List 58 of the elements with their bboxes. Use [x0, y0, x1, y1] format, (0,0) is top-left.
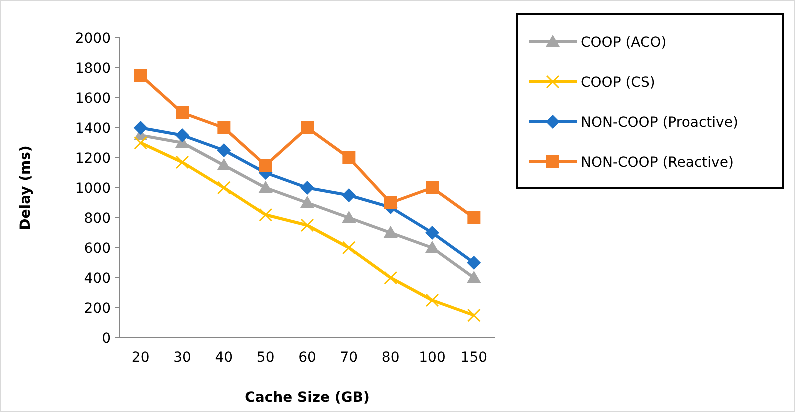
point: [217, 144, 232, 158]
x-tick-label: 20: [132, 350, 150, 366]
point: [426, 182, 439, 194]
y-tick-label: 200: [84, 300, 111, 317]
point: [426, 226, 440, 240]
point: [217, 181, 231, 195]
y-axis-title: Delay (ms): [18, 146, 34, 230]
point: [301, 122, 314, 134]
y-tick-label: 1200: [75, 150, 111, 167]
x-tick-label: 40: [215, 350, 234, 366]
point: [176, 128, 190, 142]
point: [342, 211, 356, 223]
point: [300, 196, 314, 208]
point: [176, 106, 189, 120]
point: [467, 271, 482, 283]
x-tick-label: 50: [256, 350, 275, 366]
legend-label: NON-COOP (Reactive): [581, 154, 734, 171]
point: [426, 241, 440, 253]
legend-label: NON-COOP (Proactive): [581, 114, 738, 131]
point: [342, 188, 356, 202]
point: [218, 122, 231, 134]
point: [258, 181, 273, 193]
point: [259, 159, 272, 172]
x-tick-label: 70: [340, 350, 358, 366]
point: [134, 69, 148, 82]
point: [426, 294, 440, 308]
point: [342, 152, 356, 164]
x-tick-label: 100: [419, 350, 446, 366]
y-tick-label: 1400: [75, 120, 111, 137]
point: [384, 226, 398, 238]
y-tick-label: 0: [102, 330, 111, 347]
y-tick-label: 600: [84, 240, 111, 257]
point: [468, 212, 481, 224]
y-tick-label: 800: [84, 210, 111, 227]
y-tick-label: 1000: [75, 180, 111, 197]
point: [342, 241, 356, 255]
point: [467, 256, 482, 270]
point: [176, 156, 190, 170]
point: [384, 271, 398, 285]
legend-label: COOP (ACO): [581, 34, 667, 51]
x-tick-label: 150: [460, 350, 488, 366]
point: [259, 208, 273, 222]
x-tick-label: 30: [174, 350, 192, 366]
y-tick-label: 1600: [75, 90, 111, 107]
point: [300, 218, 314, 232]
x-axis-title: Cache Size (GB): [245, 390, 370, 406]
x-tick-label: 60: [298, 350, 316, 366]
y-tick-label: 1800: [75, 60, 111, 77]
point: [467, 308, 481, 322]
point: [217, 158, 232, 170]
x-tick-label: 80: [382, 350, 400, 366]
point: [134, 121, 148, 135]
point: [134, 136, 148, 150]
point: [300, 181, 314, 195]
y-tick-label: 400: [84, 270, 111, 287]
point: [384, 196, 398, 210]
legend-label: COOP (CS): [581, 74, 656, 91]
y-tick-label: 2000: [75, 30, 111, 47]
